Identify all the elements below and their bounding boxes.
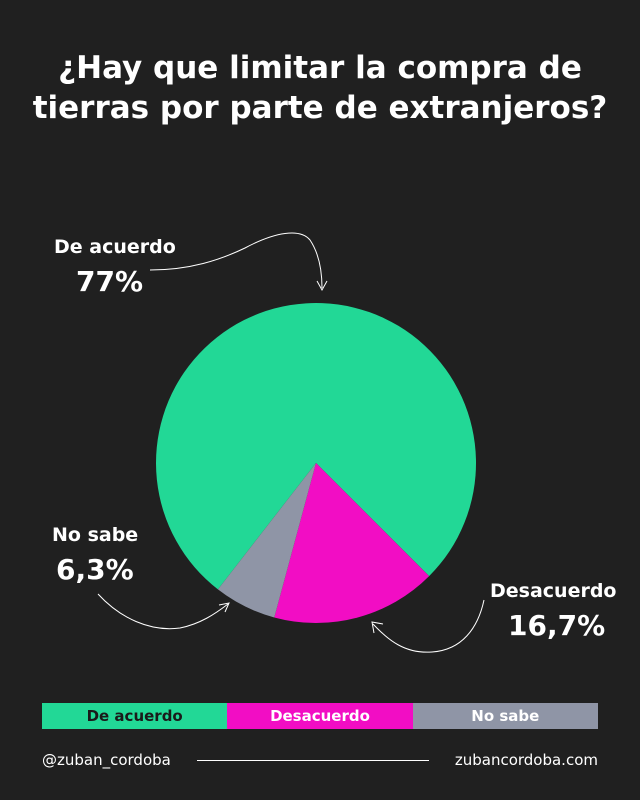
legend-item-desacuerdo: Desacuerdo bbox=[227, 703, 413, 729]
label-de-acuerdo-value: 77% bbox=[76, 265, 143, 298]
arrow-de-acuerdo bbox=[149, 232, 323, 289]
arrow-no-sabe bbox=[97, 593, 229, 630]
footer-divider bbox=[196, 759, 429, 761]
chart-title: ¿Hay que limitar la compra de tierras po… bbox=[32, 50, 608, 126]
website-link: zubancordoba.com bbox=[454, 751, 598, 769]
label-desacuerdo-name: Desacuerdo bbox=[490, 580, 617, 602]
arrow-desacuerdo bbox=[372, 599, 485, 653]
arrowhead-desacuerdo bbox=[371, 621, 384, 634]
legend-item-no-sabe: No sabe bbox=[412, 703, 598, 729]
arrowhead-de-acuerdo bbox=[316, 280, 328, 292]
label-no-sabe-name: No sabe bbox=[52, 524, 138, 546]
label-no-sabe-value: 6,3% bbox=[56, 553, 134, 586]
legend: De acuerdo Desacuerdo No sabe bbox=[42, 703, 598, 729]
pie-slice-de-acuerdo bbox=[156, 303, 477, 590]
label-desacuerdo-value: 16,7% bbox=[508, 609, 605, 642]
pie-slice-no-sabe bbox=[217, 463, 316, 618]
pie-slice-desacuerdo bbox=[274, 463, 430, 623]
footer: @zuban_cordoba zubancordoba.com bbox=[42, 748, 598, 772]
legend-item-de-acuerdo: De acuerdo bbox=[42, 703, 228, 729]
social-handle: @zuban_cordoba bbox=[42, 751, 171, 769]
pie-slices bbox=[156, 303, 477, 623]
label-de-acuerdo-name: De acuerdo bbox=[54, 236, 176, 258]
annotation-arrows bbox=[97, 232, 485, 653]
arrowhead-no-sabe bbox=[218, 602, 230, 613]
